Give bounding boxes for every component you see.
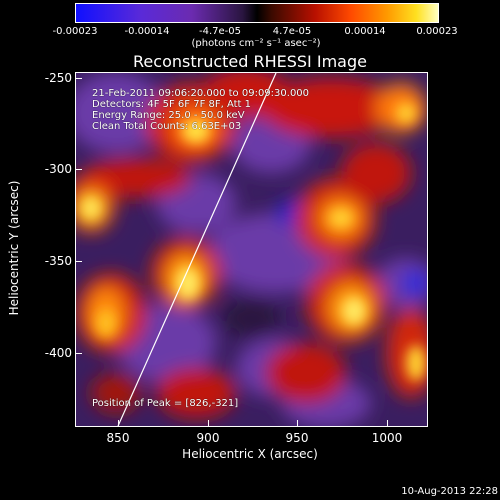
colorbar-tick: 0.00014 — [344, 26, 386, 37]
y-axis-label: Heliocentric Y (arcsec) — [7, 180, 21, 316]
y-tick-label: -250 — [44, 71, 72, 85]
y-tick-label: -350 — [44, 254, 72, 268]
y-tick — [76, 78, 82, 79]
x-tick — [297, 420, 298, 426]
y-tick-label: -400 — [44, 346, 72, 360]
info-clean-counts: Clean Total Counts: 6.63E+03 — [92, 121, 242, 132]
colorbar — [75, 3, 439, 23]
colorbar-units: (photons cm⁻² s⁻¹ asec⁻²) — [191, 38, 321, 49]
x-tick-label: 900 — [196, 431, 220, 445]
plot-title: Reconstructed RHESSI Image — [133, 52, 367, 71]
y-tick — [76, 353, 82, 354]
x-axis-label: Heliocentric X (arcsec) — [182, 447, 318, 461]
colorbar-tick: -0.00023 — [52, 26, 98, 37]
info-energy-range: Energy Range: 25.0 - 50.0 keV — [92, 110, 245, 121]
rhessi-image — [76, 73, 427, 426]
x-tick — [387, 420, 388, 426]
x-tick — [208, 420, 209, 426]
y-tick — [76, 261, 82, 262]
colorbar-tick: 0.00023 — [416, 26, 458, 37]
peak-position: Position of Peak = [826,-321] — [92, 398, 239, 409]
x-tick-label: 850 — [106, 431, 130, 445]
x-tick-label: 950 — [285, 431, 309, 445]
timestamp: 10-Aug-2013 22:28 — [401, 486, 498, 497]
info-time-range: 21-Feb-2011 09:06:20.000 to 09:09:30.000 — [92, 88, 310, 99]
x-tick — [118, 420, 119, 426]
colorbar-tick: -4.7e-05 — [199, 26, 241, 37]
info-detectors: Detectors: 4F 5F 6F 7F 8F, Att 1 — [92, 99, 252, 110]
solar-limb-line — [117, 73, 277, 426]
y-tick — [76, 169, 82, 170]
colorbar-tick: 4.7e-05 — [272, 26, 312, 37]
y-tick-label: -300 — [44, 162, 72, 176]
colorbar-tick: -0.00014 — [124, 26, 170, 37]
x-tick-label: 1000 — [371, 431, 403, 445]
image-plot — [75, 72, 428, 427]
